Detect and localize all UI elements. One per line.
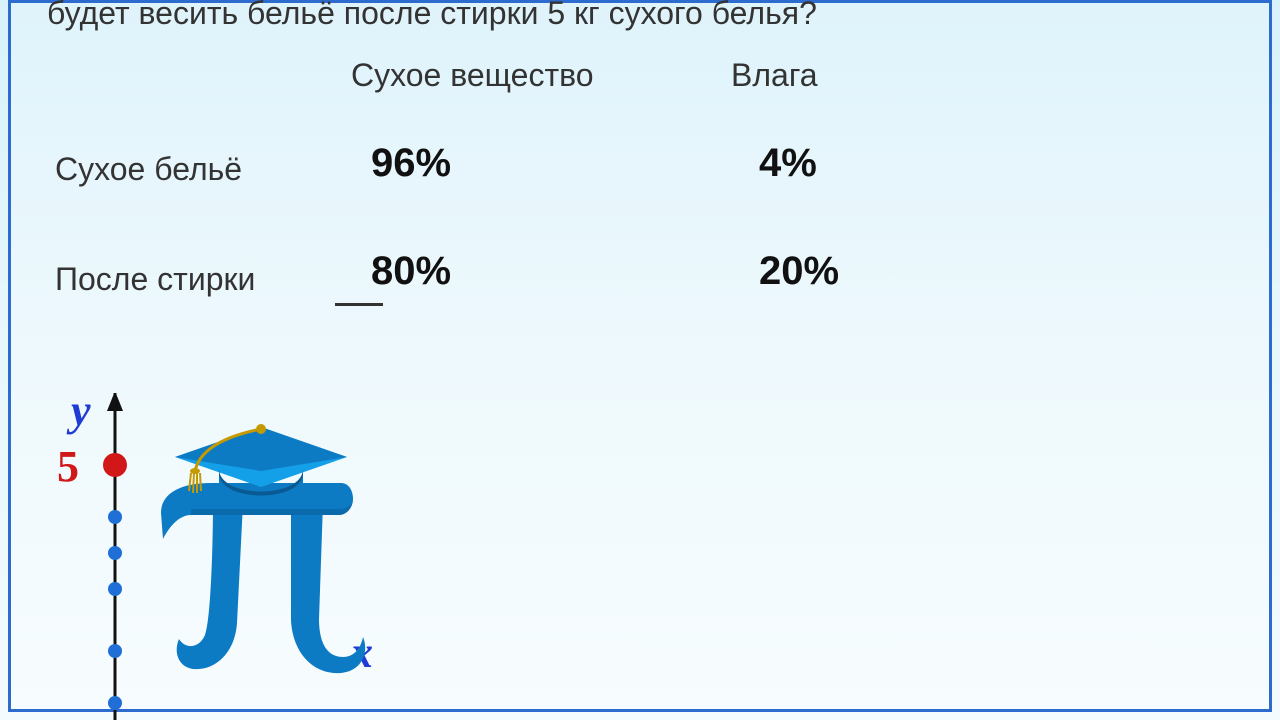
underline [335,303,383,306]
cell-r1c2: 4% [759,141,817,186]
content-frame: будет весить бельё после стирки 5 кг сух… [8,0,1272,712]
cell-r2c1: 80% [371,249,451,294]
pi-logo-icon [71,393,391,720]
cell-r1c1: 96% [371,141,451,186]
row-label-dry-laundry: Сухое бельё [55,151,242,188]
row-label-after-wash: После стирки [55,261,255,298]
cell-r2c2: 20% [759,249,839,294]
question-text: будет весить бельё после стирки 5 кг сух… [47,0,817,32]
col-header-moisture: Влага [731,57,818,94]
col-header-dry: Сухое вещество [351,57,594,94]
